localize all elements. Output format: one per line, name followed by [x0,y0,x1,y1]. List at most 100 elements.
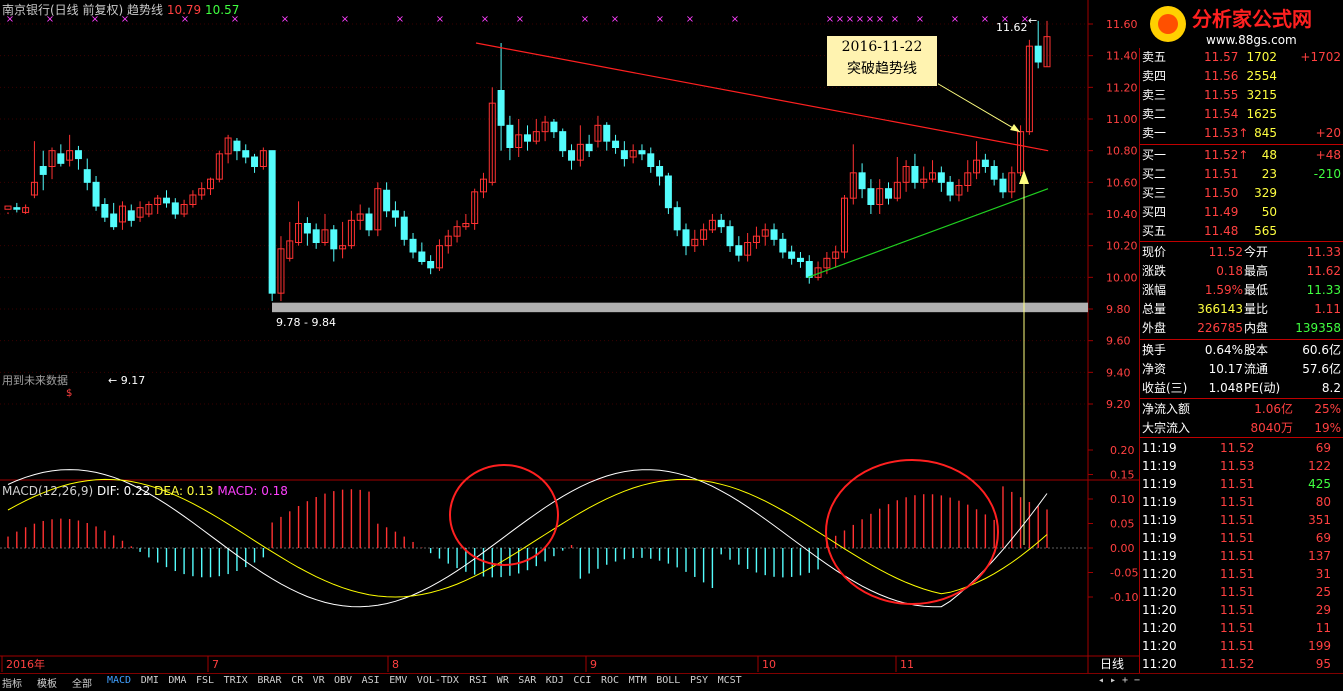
tick-price: 11.51 [1220,549,1255,563]
breakout-arrowhead [1019,170,1029,184]
candle-body [101,204,109,218]
tab-dma[interactable]: DMA [168,675,187,686]
tab-cr[interactable]: CR [291,675,304,686]
tab-brar[interactable]: BRAR [257,675,282,686]
tab-kdj[interactable]: KDJ [545,675,564,686]
macd-dea-line [7,478,1048,598]
candle-body [1008,172,1016,193]
candle-body [515,134,523,148]
candle-body [946,181,954,196]
tab-cci[interactable]: CCI [573,675,592,686]
fund-value-2: 8.2 [1321,381,1341,395]
header-red-value: 10.79 [166,3,202,17]
tick-price: 11.51 [1220,639,1255,653]
panel-separator [1140,339,1343,340]
quote-value: 11.52 [1208,245,1243,259]
tab-sar[interactable]: SAR [518,675,537,686]
candle-body [770,229,778,240]
flow-row: 大宗流入 8040万 19% [1140,419,1343,438]
candle-body [620,150,628,160]
candle-body [1043,36,1051,68]
high-price-label: 11.62 [996,21,1028,34]
tab-指标[interactable]: 指标 [2,679,22,690]
x-axis-label: 8 [392,658,399,671]
top-marker-icon: × [891,14,899,25]
tab-rsi[interactable]: RSI [469,675,488,686]
tick-time: 11:19 [1142,513,1177,527]
candle-body [612,140,620,149]
fund-row: 换手 0.64% 股本 60.6亿 [1140,341,1343,360]
logo-text: 分析家公式网 [1192,7,1312,31]
quote-row: 涨跌 0.18 最高 11.62 [1140,262,1343,281]
fund-label-2: 流通 [1244,362,1269,376]
x-axis-label: 2016年 [6,657,45,671]
candle-body [391,210,399,218]
quote-label-2: 量比 [1244,302,1269,316]
candle-body [929,172,937,180]
price-chart[interactable]: 11.60 11.40 11.20 11.00 10.80 10.60 10.40 10.20… [0,0,1140,673]
stock-title-bar: 南京银行(日线 前复权) 趋势线 10.79 10.57 [2,1,239,18]
candle-body [171,202,179,215]
tab-mcst[interactable]: MCST [717,675,742,686]
tab-全部[interactable]: 全部 [72,679,92,690]
flow-row: 净流入额 1.06亿 25% [1140,400,1343,419]
candle-body [964,172,972,186]
candle-body [902,166,910,183]
top-marker-icon: × [856,14,864,25]
x-axis-label: 10 [762,658,776,671]
tab-模板[interactable]: 模板 [37,679,57,690]
logo-url: www.88gs.com [1206,33,1297,47]
tab-dmi[interactable]: DMI [140,675,159,686]
candle-body [66,150,74,161]
scroll-left-icon[interactable]: ◂ [1098,675,1105,686]
candle-body [876,188,884,206]
tab-mtm[interactable]: MTM [628,675,647,686]
tab-macd[interactable]: MACD [107,675,132,686]
tab-obv[interactable]: OBV [334,675,353,686]
bid-change: -210 [1313,167,1341,181]
tab-vr[interactable]: VR [312,675,325,686]
candle-body [48,150,56,168]
quote-label-2: 今开 [1244,245,1269,259]
top-marker-icon: × [231,14,239,25]
tick-volume: 425 [1308,477,1331,491]
candle-body [479,178,487,193]
scroll-right-icon[interactable]: ▸ [1110,675,1117,686]
tick-price: 11.51 [1220,495,1255,509]
fund-row: 收益(三) 1.048 PE(动) 8.2 [1140,379,1343,398]
tab-emv[interactable]: EMV [389,675,408,686]
high-arrow-icon: ← [1028,14,1037,27]
candle-body [1017,131,1025,174]
tab-psy[interactable]: PSY [690,675,709,686]
ask-volume: 845 [1254,126,1277,140]
zoom-in-icon[interactable]: + [1122,675,1129,686]
tick-volume: 80 [1315,495,1331,509]
tick-volume: 31 [1315,567,1331,581]
tab-roc[interactable]: ROC [601,675,620,686]
tick-row: 11:19 11.51 351 [1140,511,1343,530]
flow-value: 8040万 [1250,421,1293,435]
tab-wr[interactable]: WR [496,675,509,686]
tab-vol-tdx[interactable]: VOL-TDX [416,675,459,686]
candle-body [13,207,21,210]
flow-value: 1.06亿 [1254,402,1293,416]
macd-tick-label: 0.20 [1110,444,1135,457]
tick-row: 11:19 11.51 80 [1140,493,1343,512]
tab-asi[interactable]: ASI [361,675,380,686]
tab-trix[interactable]: TRIX [223,675,248,686]
candle-body [576,143,584,161]
tab-boll[interactable]: BOLL [656,675,681,686]
candle-body [796,257,804,263]
x-axis-label: 11 [900,658,914,671]
zoom-out-icon[interactable]: − [1134,675,1141,686]
tick-price: 11.51 [1220,621,1255,635]
tab-fsl[interactable]: FSL [196,675,215,686]
top-marker-icon: × [181,14,189,25]
tick-time: 11:20 [1142,603,1177,617]
macd-dea: DEA: 0.13 [154,484,214,498]
price-tick-label: 10.80 [1106,145,1138,158]
candle-body [242,150,250,158]
candle-body [471,191,479,224]
price-tick-label: 9.40 [1106,366,1131,379]
bid-row: 买五 11.48 565 [1140,222,1343,241]
